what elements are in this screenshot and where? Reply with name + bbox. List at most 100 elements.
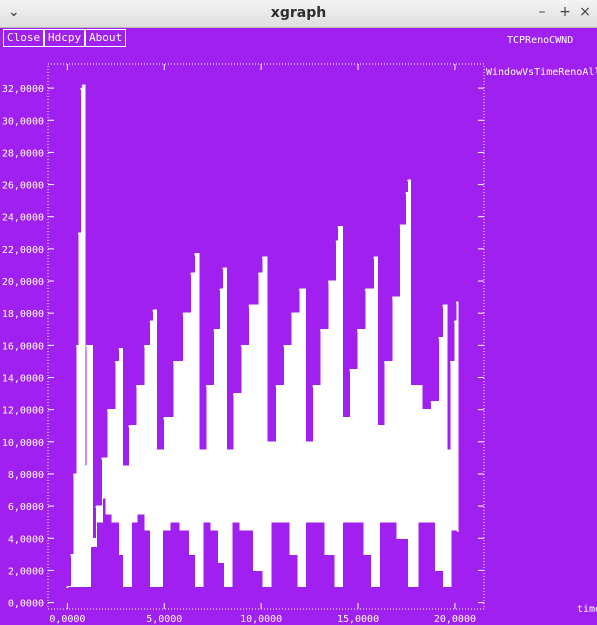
- data-point: [337, 226, 340, 228]
- graph-title: TCPRenoCWND: [507, 35, 574, 46]
- minimize-icon[interactable]: –: [538, 4, 546, 20]
- data-point: [320, 329, 323, 331]
- data-point: [442, 305, 445, 307]
- data-point: [421, 409, 423, 412]
- y-tick-label: 12,0000: [2, 406, 44, 417]
- data-point: [304, 441, 307, 444]
- data-point: [194, 253, 197, 256]
- data-point: [101, 457, 104, 460]
- y-tick-label: 0,0000: [8, 599, 44, 610]
- data-point: [438, 337, 441, 339]
- data-point: [95, 506, 98, 508]
- x-tick-label: 5,0000: [146, 614, 182, 625]
- data-point: [364, 289, 367, 291]
- y-tick-label: 18,0000: [2, 309, 44, 320]
- data-point: [446, 449, 449, 452]
- x-tick-label: 15,0000: [337, 614, 379, 625]
- data-point: [76, 345, 79, 347]
- data-point: [291, 313, 294, 315]
- data-point: [275, 385, 278, 387]
- data-point: [66, 586, 69, 588]
- close-button[interactable]: Close: [3, 29, 45, 47]
- data-point: [70, 554, 73, 556]
- y-tick-label: 14,0000: [2, 373, 44, 384]
- data-point: [391, 297, 394, 299]
- about-button[interactable]: About: [85, 29, 127, 47]
- data-point: [335, 240, 338, 243]
- x-tick-label: 20,0000: [434, 614, 476, 625]
- data-point: [149, 321, 152, 323]
- y-tick-label: 28,0000: [2, 148, 44, 159]
- data-point: [91, 538, 94, 540]
- data-point: [155, 449, 158, 452]
- x-tick-label: 10,0000: [240, 614, 282, 625]
- data-point: [266, 441, 268, 444]
- data-point: [453, 321, 456, 323]
- y-tick-label: 26,0000: [2, 181, 44, 192]
- data-point: [407, 179, 410, 182]
- close-window-icon[interactable]: ×: [579, 4, 591, 20]
- data-point: [107, 409, 110, 412]
- legend-series-name: WindowVsTimeRenoAll: [486, 67, 597, 78]
- data-point: [205, 385, 208, 387]
- data-point: [118, 348, 121, 351]
- data-point: [80, 88, 83, 90]
- data-point: [198, 449, 201, 452]
- data-point: [283, 345, 286, 347]
- data-point: [248, 305, 251, 307]
- data-point: [182, 313, 185, 315]
- y-tick-label: 8,0000: [8, 470, 44, 481]
- data-point: [456, 530, 459, 532]
- data-point: [405, 192, 408, 195]
- data-point: [85, 345, 88, 347]
- data-point: [455, 301, 458, 304]
- x-axis-label: time: [577, 604, 597, 615]
- data-point: [341, 417, 344, 420]
- data-point: [222, 268, 225, 270]
- data-point: [312, 385, 315, 387]
- data-point: [399, 224, 402, 227]
- plot-frame: [47, 63, 485, 610]
- data-point: [373, 256, 376, 259]
- series-cwnd-fill: [67, 84, 459, 587]
- y-tick-label: 32,0000: [2, 84, 44, 95]
- data-point: [128, 425, 131, 428]
- data-point: [430, 401, 433, 404]
- window-menu-icon[interactable]: ⌄: [8, 4, 20, 20]
- data-point: [136, 385, 139, 387]
- data-point: [121, 465, 124, 468]
- data-point: [450, 361, 453, 363]
- data-point: [173, 361, 175, 363]
- data-point: [143, 345, 146, 347]
- y-tick-label: 10,0000: [2, 438, 44, 449]
- y-tick-label: 4,0000: [8, 534, 44, 545]
- data-point: [258, 273, 261, 275]
- data-point: [163, 417, 166, 420]
- data-point: [219, 289, 222, 291]
- y-tick-label: 24,0000: [2, 213, 44, 224]
- data-point: [349, 369, 352, 371]
- data-point: [262, 256, 265, 259]
- data-point: [81, 84, 84, 87]
- x-tick-label: 0,0000: [49, 614, 85, 625]
- y-tick-label: 22,0000: [2, 245, 44, 256]
- window-titlebar: ⌄ xgraph – + ×: [0, 0, 597, 28]
- data-point: [225, 449, 228, 452]
- data-point: [213, 329, 216, 331]
- data-point: [233, 393, 235, 396]
- hdcpy-button[interactable]: Hdcpy: [44, 29, 86, 47]
- data-point: [78, 232, 80, 235]
- data-point: [114, 361, 117, 363]
- data-point: [240, 345, 243, 347]
- maximize-icon[interactable]: +: [559, 4, 571, 20]
- y-tick-label: 6,0000: [8, 502, 44, 513]
- data-point: [190, 273, 193, 275]
- data-point: [73, 474, 76, 476]
- data-point: [83, 465, 86, 468]
- data-point: [357, 329, 359, 331]
- y-tick-label: 16,0000: [2, 341, 44, 352]
- y-tick-label: 20,0000: [2, 277, 44, 288]
- data-point: [384, 361, 387, 363]
- window-title: xgraph: [270, 5, 327, 21]
